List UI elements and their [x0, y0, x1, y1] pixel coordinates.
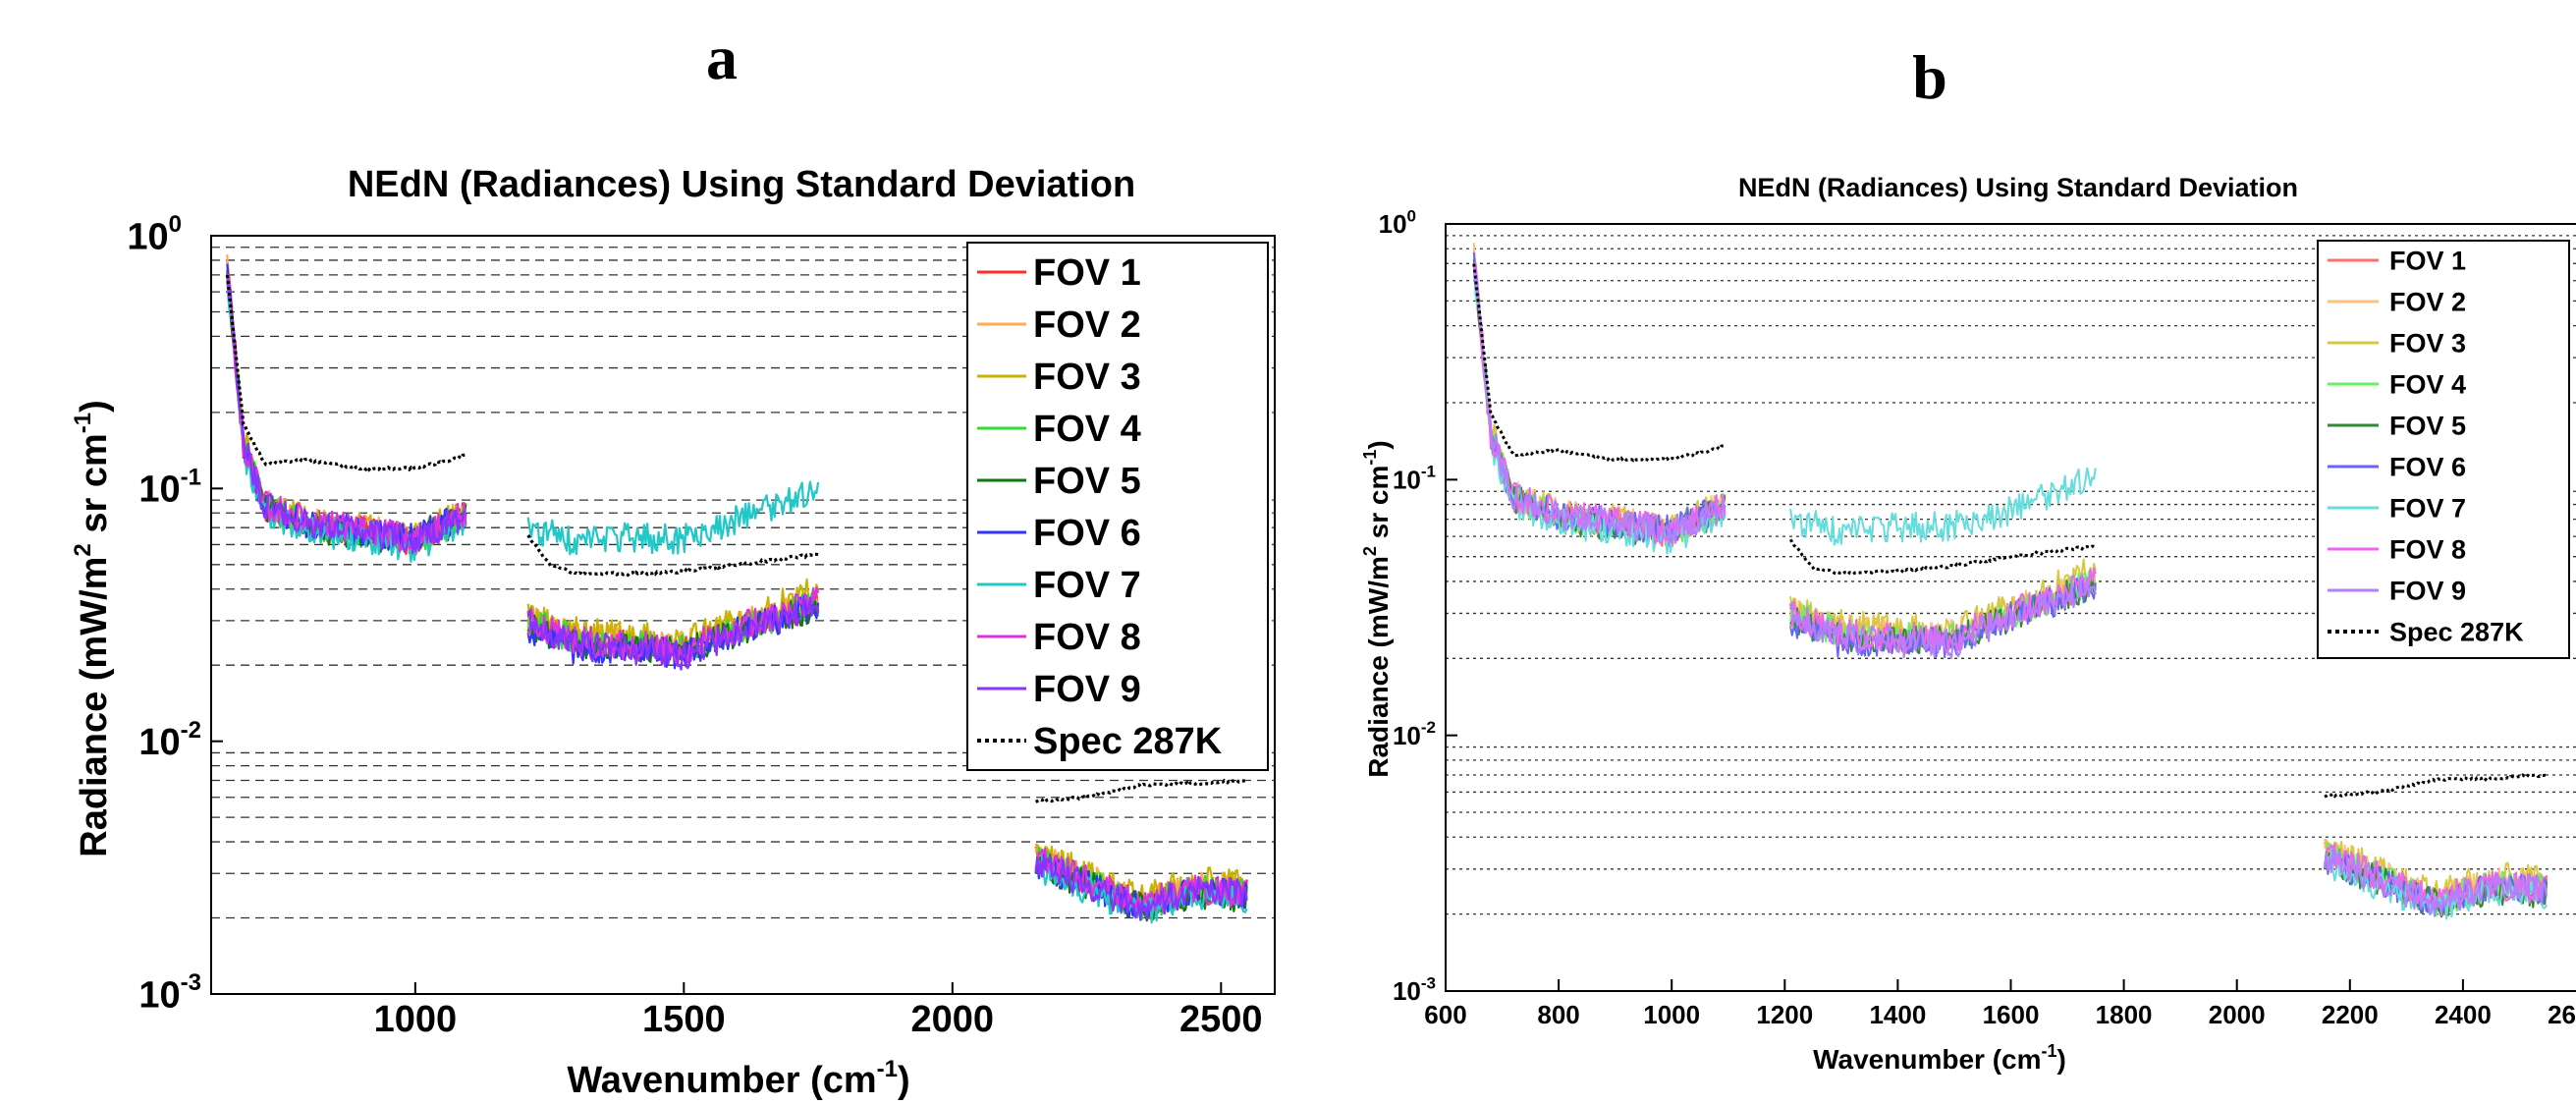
legend-label: FOV 6: [2389, 452, 2466, 481]
series-line-segment: [526, 480, 820, 556]
panel-a-y-axis-label: Radiance (mW/m2 sr cm-1): [70, 400, 115, 857]
panel-b-y-ticks: 100 10-1 10-2 10-3: [1379, 206, 1457, 1006]
series-line-segment: [226, 274, 466, 555]
y-tick-label: 10-3: [1393, 973, 1436, 1006]
panel-b-label: b: [1912, 42, 1947, 112]
x-tick-label: 1600: [1983, 1000, 2040, 1029]
series-line-segment: [1789, 567, 2097, 654]
panel-b-y-axis-label: Radiance (mW/m2 sr cm-1): [1360, 440, 1394, 777]
series-spec-287k: [1472, 263, 2548, 799]
series-line-segment: [1789, 576, 2097, 659]
panel-a-y-ticks: 100 10-1 10-2 10-3: [127, 211, 223, 1016]
legend-label: FOV 3: [1033, 357, 1141, 398]
series-line-segment: [1789, 467, 2097, 546]
panel-b-x-axis-label: Wavenumber (cm-1): [1813, 1041, 2066, 1075]
y-tick-label: 10-1: [1393, 463, 1436, 495]
series-line-segment: [526, 594, 820, 671]
legend-label: Spec 287K: [1033, 721, 1223, 762]
legend-label: FOV 7: [2389, 493, 2466, 523]
legend-label: FOV 1: [1033, 252, 1141, 294]
series-line-segment: [1034, 843, 1248, 911]
legend-label: FOV 5: [1033, 461, 1141, 502]
panel-a-legend: FOV 1 FOV 2 FOV 3 FOV 4 FOV 5 FOV 6 FOV 7 FOV 8…: [966, 242, 1269, 771]
spec-line-segment: [1035, 778, 1247, 804]
y-tick-label: 10-3: [138, 969, 201, 1016]
spec-line-segment: [1472, 263, 1726, 464]
panel-a: a NEdN (Radiances) Using Standard Deviat…: [70, 23, 1276, 1101]
x-tick-label: 1200: [1756, 1000, 1813, 1029]
series-fov-9: [226, 274, 1248, 921]
panel-a-x-axis-label: Wavenumber (cm-1): [567, 1056, 909, 1101]
panel-b-x-ticks: 600 800 1000 1200 1400 1600 1800 2000 2200 2400 26…: [1424, 979, 2576, 1029]
spec-line-segment: [225, 274, 466, 472]
legend-label: FOV 4: [2389, 369, 2466, 399]
legend-label: FOV 5: [2389, 411, 2466, 440]
panel-a-series: [225, 253, 1248, 924]
legend-label: FOV 1: [2389, 246, 2466, 275]
x-tick-label: 1000: [374, 999, 458, 1040]
legend-label: FOV 2: [1033, 304, 1141, 346]
panel-a-axes-frame: [210, 235, 1276, 995]
x-tick-label: 2200: [2322, 1000, 2379, 1029]
x-tick-label: 2600: [2548, 1000, 2576, 1029]
y-tick-label: 10-2: [1393, 718, 1436, 750]
legend-label: FOV 9: [2389, 576, 2466, 605]
panel-a-title: NEdN (Radiances) Using Standard Deviatio…: [348, 164, 1135, 205]
y-tick-label: 100: [1379, 206, 1416, 239]
panel-b: b NEdN (Radiances) Using Standard Deviat…: [1360, 42, 2576, 1075]
legend-label: Spec 287K: [2389, 617, 2524, 646]
x-tick-label: 1400: [1869, 1000, 1926, 1029]
legend-label: FOV 8: [1033, 617, 1141, 658]
series-line-segment: [2324, 838, 2548, 907]
x-tick-label: 2400: [2435, 1000, 2492, 1029]
spec-line-segment: [2324, 773, 2548, 799]
legend-label: FOV 2: [2389, 287, 2466, 316]
series-line-segment: [1472, 262, 1726, 546]
panel-b-title: NEdN (Radiances) Using Standard Deviatio…: [1738, 173, 2298, 202]
series-fov-9: [1472, 262, 2549, 917]
series-spec-287k: [225, 274, 1247, 804]
y-tick-label: 100: [127, 211, 182, 257]
legend-label: FOV 6: [1033, 513, 1141, 554]
spec-line-segment: [526, 534, 819, 578]
panel-b-series: [1472, 243, 2549, 920]
x-tick-label: 1000: [1643, 1000, 1700, 1029]
panel-b-legend: FOV 1 FOV 2 FOV 3 FOV 4 FOV 5 FOV 6 FOV 7 FOV 8…: [2317, 240, 2570, 659]
x-tick-label: 800: [1537, 1000, 1579, 1029]
y-tick-label: 10-1: [138, 465, 201, 511]
x-tick-label: 1500: [642, 999, 726, 1040]
panel-a-x-ticks: 1000 1500 2000 2500: [374, 982, 1263, 1040]
panel-a-label: a: [706, 23, 738, 92]
legend-label: FOV 7: [1033, 565, 1141, 606]
y-tick-label: 10-2: [138, 717, 201, 763]
legend-label: FOV 3: [2389, 328, 2466, 358]
series-line-segment: [2323, 849, 2549, 917]
series-line-segment: [526, 586, 820, 665]
x-tick-label: 600: [1424, 1000, 1466, 1029]
series-line-segment: [1034, 853, 1248, 921]
x-tick-label: 2000: [911, 999, 995, 1040]
legend-label: FOV 4: [1033, 409, 1141, 450]
x-tick-label: 2000: [2209, 1000, 2266, 1029]
legend-label: FOV 9: [1033, 669, 1141, 710]
x-tick-label: 1800: [2096, 1000, 2153, 1029]
x-tick-label: 2500: [1179, 999, 1263, 1040]
legend-label: FOV 8: [2389, 534, 2466, 564]
